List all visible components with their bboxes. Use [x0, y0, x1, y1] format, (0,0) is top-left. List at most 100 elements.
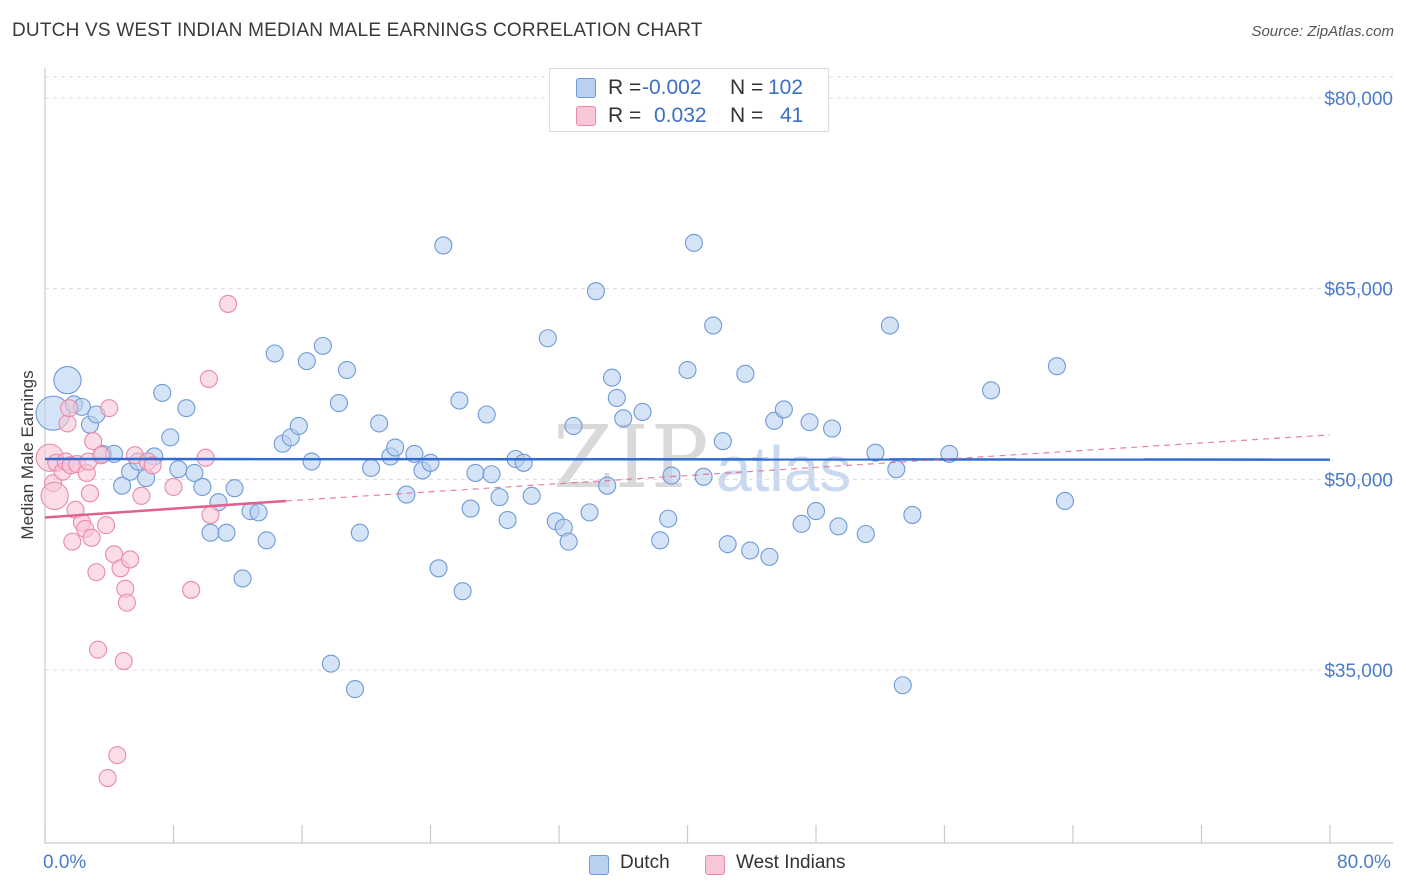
point-dutch — [177, 399, 196, 418]
point-dutch — [880, 316, 899, 335]
point-dutch — [490, 488, 509, 507]
trend-extension-west-indians — [285, 434, 1331, 502]
point-dutch — [249, 503, 268, 522]
legend-n-value-west-indians: 41 — [780, 104, 804, 127]
point-dutch — [598, 476, 617, 495]
point-dutch — [193, 477, 212, 497]
point-dutch — [217, 523, 236, 542]
point-west-indians — [80, 484, 100, 503]
point-dutch — [337, 360, 357, 380]
point-dutch — [940, 444, 959, 463]
point-dutch — [866, 443, 885, 462]
point-dutch — [704, 316, 723, 335]
point-west-indians — [143, 456, 162, 475]
point-dutch — [586, 282, 605, 301]
point-dutch — [982, 381, 1001, 400]
point-west-indians — [98, 768, 117, 788]
point-dutch — [1047, 357, 1066, 376]
point-dutch — [185, 463, 204, 483]
point-west-indians — [82, 528, 101, 547]
legend-r-label-west-indians: R = — [608, 104, 642, 127]
point-dutch — [800, 413, 819, 432]
point-dutch — [893, 676, 912, 695]
point-dutch — [678, 360, 697, 380]
point-dutch — [169, 460, 188, 479]
point-dutch — [453, 582, 472, 601]
series-swatch-dutch — [589, 855, 609, 875]
point-dutch — [350, 523, 369, 542]
point-dutch — [370, 414, 389, 433]
point-dutch — [302, 452, 321, 471]
source-label: Source: ZipAtlas.com — [1251, 23, 1394, 40]
point-west-indians — [108, 746, 127, 765]
point-dutch — [257, 531, 276, 550]
point-dutch — [792, 514, 811, 533]
point-dutch — [662, 466, 681, 485]
point-dutch — [321, 654, 340, 673]
legend-r-label-dutch: R = — [608, 76, 642, 99]
point-west-indians — [60, 399, 79, 418]
point-dutch — [482, 465, 501, 484]
point-dutch — [297, 352, 316, 371]
x-tick-max: 80.0% — [1337, 852, 1391, 873]
point-dutch — [233, 569, 252, 588]
series-label-dutch: Dutch — [620, 852, 670, 873]
point-dutch — [806, 502, 826, 521]
point-west-indians — [100, 399, 119, 418]
point-west-indians — [199, 369, 218, 388]
point-dutch — [522, 486, 541, 505]
point-dutch — [694, 467, 713, 486]
point-dutch — [397, 485, 416, 504]
series-swatch-west-indians — [705, 855, 725, 875]
legend-swatch-dutch — [576, 78, 596, 98]
point-dutch — [713, 432, 732, 451]
point-dutch — [461, 499, 480, 518]
point-west-indians — [132, 486, 151, 505]
point-dutch — [386, 438, 405, 457]
point-west-indians — [182, 580, 201, 599]
point-dutch — [289, 416, 308, 435]
point-dutch — [466, 463, 485, 483]
point-west-indians — [96, 516, 116, 535]
point-dutch — [856, 524, 875, 544]
point-west-indians — [196, 448, 215, 467]
point-dutch — [903, 505, 922, 524]
y-tick-label: $35,000 — [1324, 661, 1393, 682]
point-dutch — [538, 329, 557, 348]
point-west-indians — [58, 414, 77, 433]
point-dutch — [774, 400, 793, 419]
point-dutch — [614, 409, 633, 428]
point-dutch — [559, 532, 578, 551]
point-dutch — [434, 236, 453, 255]
point-dutch — [607, 388, 626, 408]
point-dutch — [161, 428, 180, 447]
point-dutch — [736, 364, 755, 383]
legend-n-label-dutch: N = — [730, 76, 764, 99]
series-label-west-indians: West Indians — [736, 852, 846, 873]
chart-title: DUTCH VS WEST INDIAN MEDIAN MALE EARNING… — [12, 20, 703, 41]
point-west-indians — [164, 477, 183, 497]
point-dutch — [345, 680, 365, 699]
point-west-indians — [87, 563, 106, 582]
point-west-indians — [63, 532, 82, 551]
point-dutch — [313, 336, 332, 355]
y-tick-label: $65,000 — [1324, 280, 1393, 301]
point-dutch — [429, 559, 448, 578]
trend-line-west-indians — [44, 499, 287, 519]
point-dutch — [225, 479, 244, 498]
point-west-indians — [201, 505, 220, 524]
point-west-indians — [40, 481, 69, 511]
point-west-indians — [92, 446, 111, 465]
legend-swatch-west-indians — [576, 106, 596, 126]
trend-line-dutch — [44, 457, 1331, 461]
point-dutch — [741, 541, 760, 560]
point-west-indians — [114, 652, 133, 671]
point-dutch — [718, 535, 737, 554]
point-west-indians — [121, 550, 140, 569]
point-dutch — [633, 402, 652, 422]
point-west-indians — [84, 432, 103, 451]
point-dutch — [153, 383, 172, 402]
point-dutch — [829, 517, 848, 536]
point-dutch — [477, 405, 496, 424]
